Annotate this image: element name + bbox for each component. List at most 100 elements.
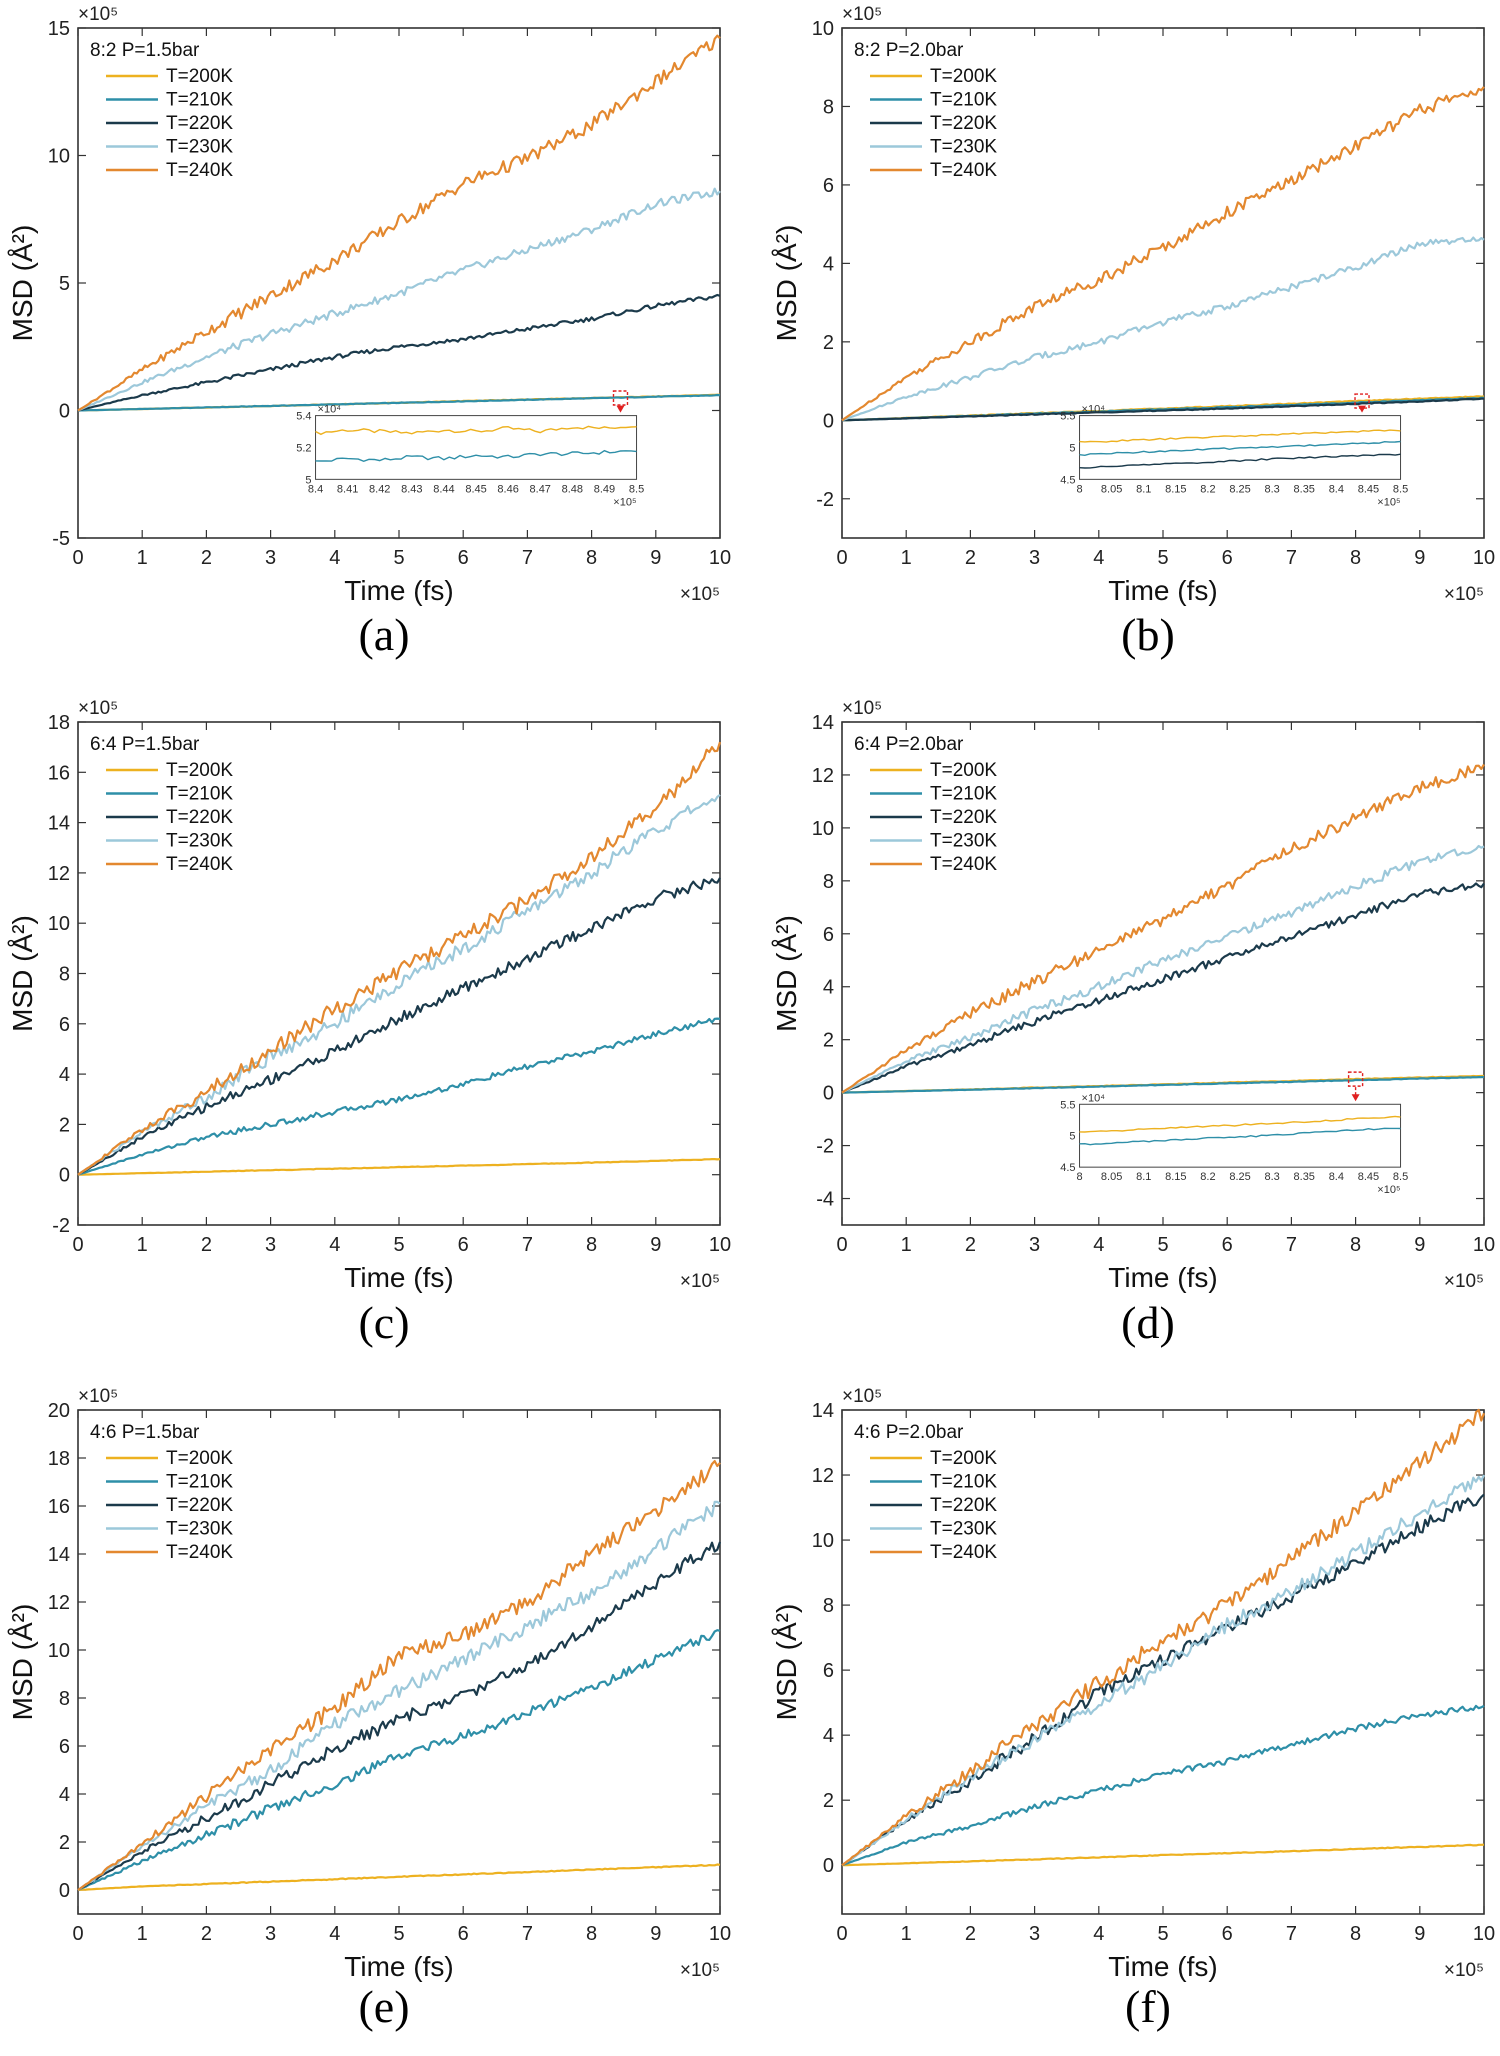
series-line-t-230k <box>77 1500 721 1891</box>
inset-frame <box>315 415 638 480</box>
panel-caption: (d) <box>1121 1297 1175 1348</box>
x-tick-label: 8 <box>586 1923 597 1945</box>
x-tick-label: 4 <box>329 1923 340 1945</box>
legend-label: T=240K <box>930 854 997 875</box>
x-tick-label: 10 <box>1473 547 1495 569</box>
x-axis-multiplier: ×10⁵ <box>1444 1960 1484 1981</box>
legend-label: T=200K <box>166 1448 233 1469</box>
zoom-marker-arrowhead <box>1358 405 1367 413</box>
x-tick-label: 3 <box>265 547 276 569</box>
y-tick-label: 20 <box>48 1400 70 1422</box>
series-line-t-240k <box>77 34 721 412</box>
panel-caption: (f) <box>1125 1981 1171 2032</box>
inset-x-tick-label: 8.3 <box>1264 483 1279 495</box>
x-tick-label: 10 <box>709 547 731 569</box>
inset-series-line <box>1079 440 1401 457</box>
y-tick-label: 4 <box>59 1064 70 1086</box>
x-tick-label: 3 <box>265 1234 276 1256</box>
y-tick-label: 8 <box>59 964 70 986</box>
x-tick-label: 8 <box>1350 547 1361 569</box>
series-line-t-230k <box>77 187 721 412</box>
y-tick-label: 6 <box>823 1660 834 1682</box>
series-line-t-210k <box>841 1704 1485 1867</box>
legend-label: T=240K <box>166 160 233 181</box>
series-line-t-240k <box>841 86 1485 422</box>
x-tick-label: 6 <box>458 547 469 569</box>
inset-x-tick-label: 8.15 <box>1165 483 1186 495</box>
y-tick-label: -2 <box>52 1215 70 1237</box>
series-line-t-210k <box>77 1017 721 1176</box>
legend-label: T=210K <box>166 90 233 111</box>
x-tick-label: 1 <box>901 1234 912 1256</box>
y-tick-label: 0 <box>59 1165 70 1187</box>
inset-y-tick-label: 5.2 <box>296 442 311 454</box>
x-axis-multiplier: ×10⁵ <box>1444 1271 1484 1292</box>
x-tick-label: 5 <box>393 1234 404 1256</box>
panel-caption: (e) <box>358 1981 409 2032</box>
x-tick-label: 9 <box>650 547 661 569</box>
y-tick-label: 8 <box>823 1595 834 1617</box>
inset-chart: 8.4 8.41 8.42 8.43 8.44 8.45 8.46 8.47 8.48 8.49 8… <box>296 404 644 509</box>
x-tick-label: 9 <box>650 1234 661 1256</box>
legend-label: T=220K <box>166 807 233 828</box>
y-tick-label: 10 <box>48 146 70 168</box>
inset-x-tick-label: 8.05 <box>1101 483 1122 495</box>
inset-x-tick-label: 8.42 <box>369 483 390 495</box>
x-tick-label: 7 <box>522 1234 533 1256</box>
y-tick-label: 16 <box>48 1496 70 1518</box>
y-tick-label: -5 <box>52 528 70 550</box>
y-axis-title: MSD (Å²) <box>7 1604 38 1721</box>
y-tick-label: 2 <box>823 1790 834 1812</box>
x-tick-label: 10 <box>709 1923 731 1945</box>
y-tick-label: 4 <box>59 1784 70 1806</box>
y-tick-label: 8 <box>823 871 834 893</box>
panel-annotation: 4:6 P=2.0bar <box>854 1422 964 1443</box>
series-line-t-220k <box>841 882 1485 1094</box>
inset-x-tick-label: 8.35 <box>1294 483 1315 495</box>
series-line-t-230k <box>77 794 721 1176</box>
series-line-t-220k <box>841 397 1484 422</box>
inset-x-tick-label: 8.41 <box>337 483 358 495</box>
inset-series-line <box>1079 429 1401 443</box>
series-line-t-220k <box>77 1541 722 1891</box>
inset-x-tick-label: 8.1 <box>1136 1171 1151 1183</box>
inset-x-tick-label: 8.35 <box>1294 1171 1315 1183</box>
x-tick-label: 8 <box>586 547 597 569</box>
inset-x-tick-label: 8.2 <box>1200 1171 1215 1183</box>
inset-y-tick-label: 5 <box>1069 442 1075 454</box>
series-line-t-240k <box>77 741 722 1176</box>
inset-x-tick-label: 8.45 <box>1358 483 1379 495</box>
x-tick-label: 1 <box>137 547 148 569</box>
x-tick-label: 9 <box>1414 547 1425 569</box>
x-axis-title: Time (fs) <box>1108 1951 1217 1982</box>
inset-series-line <box>315 425 637 436</box>
series-line-t-230k <box>841 236 1485 422</box>
inset-y-multiplier: ×10⁴ <box>1082 404 1106 416</box>
inset-y-tick-label: 4.5 <box>1060 1162 1075 1174</box>
legend-label: T=220K <box>930 1495 997 1516</box>
inset-x-tick-label: 8.5 <box>1393 483 1408 495</box>
x-tick-label: 4 <box>329 547 340 569</box>
x-axis-title: Time (fs) <box>344 1951 453 1982</box>
legend-label: T=210K <box>930 784 997 805</box>
series-line-t-220k <box>77 293 721 412</box>
y-axis-title: MSD (Å²) <box>771 1604 802 1721</box>
inset-frame <box>1079 1103 1402 1168</box>
y-tick-label: 6 <box>823 924 834 946</box>
x-tick-label: 8 <box>586 1234 597 1256</box>
panel-caption: (b) <box>1121 609 1175 660</box>
inset-x-tick-label: 8.05 <box>1101 1171 1122 1183</box>
x-tick-label: 5 <box>1157 547 1168 569</box>
inset-x-multiplier: ×10⁵ <box>613 496 636 508</box>
x-tick-label: 1 <box>137 1234 148 1256</box>
x-tick-label: 1 <box>901 547 912 569</box>
x-tick-label: 10 <box>709 1234 731 1256</box>
inset-series-line <box>1079 453 1401 469</box>
x-tick-label: 6 <box>458 1923 469 1945</box>
x-tick-label: 7 <box>1286 1234 1297 1256</box>
y-axis-multiplier: ×10⁵ <box>78 698 118 719</box>
x-tick-label: 2 <box>965 547 976 569</box>
y-tick-label: 14 <box>812 712 834 734</box>
